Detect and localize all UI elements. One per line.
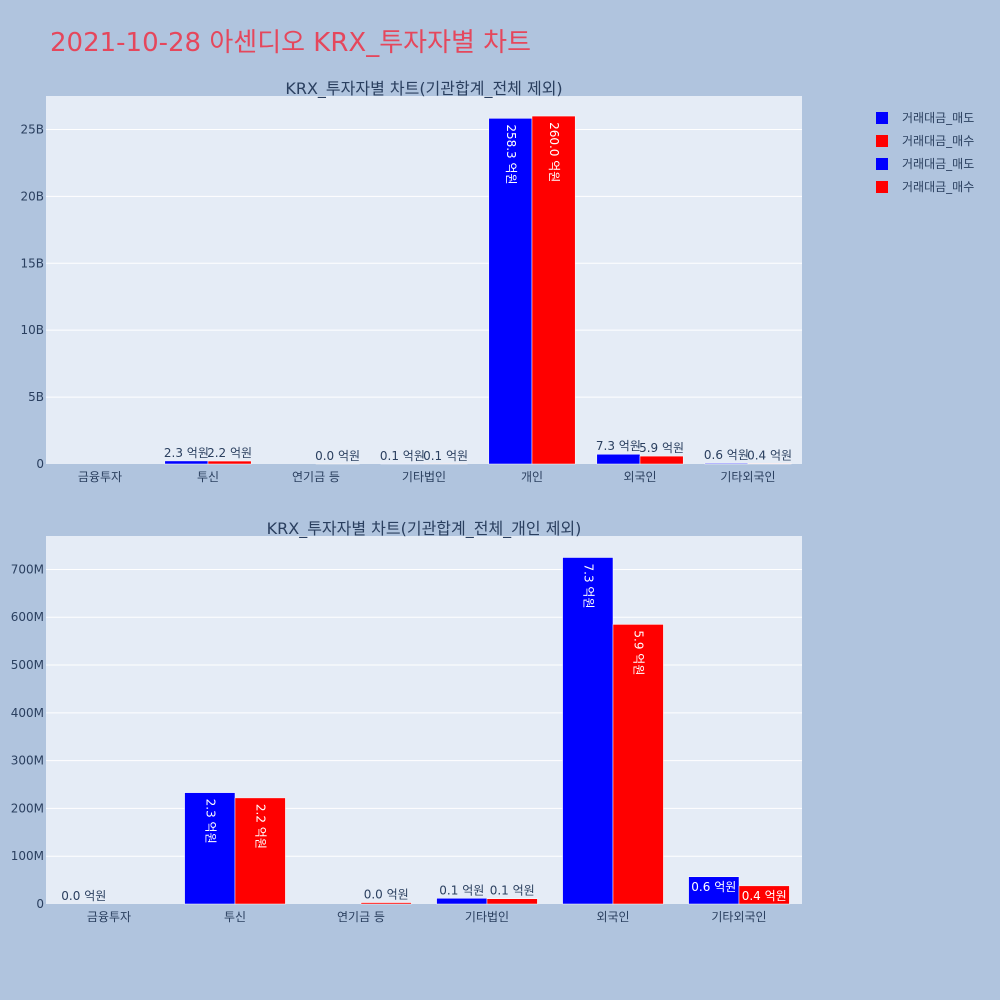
x-tick-label: 연기금 등 bbox=[292, 470, 340, 484]
y-tick-label: 0 bbox=[36, 897, 44, 911]
data-label: 0.0 억원 bbox=[315, 449, 360, 463]
bar bbox=[486, 898, 538, 905]
legend-item-sell-1[interactable]: 거래대금_매도 bbox=[876, 106, 974, 129]
legend-label: 거래대금_매도 bbox=[902, 111, 975, 125]
bar bbox=[207, 460, 252, 465]
legend-item-sell-2[interactable]: 거래대금_매도 bbox=[876, 152, 974, 175]
legend-item-buy-2[interactable]: 거래대금_매수 bbox=[876, 175, 974, 198]
bar bbox=[436, 898, 488, 905]
data-label: 0.1 억원 bbox=[380, 449, 425, 463]
x-tick-label: 기타법인 bbox=[402, 470, 446, 484]
bar bbox=[639, 455, 684, 465]
data-label: 7.3 억원 bbox=[581, 564, 595, 609]
x-tick-label: 기타외국인 bbox=[720, 470, 775, 484]
plot-background bbox=[46, 96, 802, 464]
data-label: 2.2 억원 bbox=[207, 446, 252, 460]
data-label: 0.6 억원 bbox=[691, 880, 736, 894]
data-label: 0.4 억원 bbox=[747, 448, 792, 462]
bar bbox=[738, 885, 790, 905]
y-tick-label: 500M bbox=[11, 658, 44, 672]
y-tick-label: 300M bbox=[11, 754, 44, 768]
legend-swatch bbox=[876, 134, 888, 147]
y-tick-label: 600M bbox=[11, 610, 44, 624]
x-tick-label: 연기금 등 bbox=[337, 910, 385, 924]
data-label: 0.1 억원 bbox=[490, 884, 535, 898]
data-label: 0.0 억원 bbox=[364, 888, 409, 902]
y-tick-label: 100M bbox=[11, 849, 44, 863]
y-tick-label: 200M bbox=[11, 801, 44, 815]
x-tick-label: 기타법인 bbox=[465, 910, 509, 924]
x-tick-label: 기타외국인 bbox=[711, 910, 766, 924]
legend-swatch bbox=[876, 111, 888, 124]
legend-label: 거래대금_매수 bbox=[902, 180, 975, 194]
data-label: 260.0 억원 bbox=[547, 122, 561, 182]
legend-label: 거래대금_매도 bbox=[902, 157, 975, 171]
chart-title: KRX_투자자별 차트(기관합계_전체 제외) bbox=[285, 79, 562, 99]
legend-swatch bbox=[876, 157, 888, 170]
bar bbox=[747, 463, 792, 465]
legend[interactable]: 거래대금_매도 거래대금_매수 거래대금_매도 거래대금_매수 bbox=[876, 106, 974, 198]
x-tick-label: 개인 bbox=[521, 470, 543, 484]
top-chart: 0 5B 10B 15B 20B 25B KRX_투자자별 차트(기관합계_전체 제외) 금융… bbox=[20, 79, 802, 484]
y-tick-label: 20B bbox=[20, 189, 44, 203]
data-label: 0.1 억원 bbox=[439, 883, 484, 897]
data-label: 2.3 억원 bbox=[164, 446, 209, 460]
x-tick-label: 외국인 bbox=[596, 910, 629, 924]
data-label: 0.6 억원 bbox=[704, 448, 749, 462]
y-tick-label: 15B bbox=[20, 256, 44, 270]
bar bbox=[562, 557, 614, 905]
x-tick-label: 외국인 bbox=[623, 470, 656, 484]
bar bbox=[234, 797, 286, 905]
data-label: 2.2 억원 bbox=[254, 804, 268, 849]
bar bbox=[531, 115, 576, 465]
y-tick-label: 5B bbox=[28, 390, 44, 404]
page-title: 2021-10-28 아센디오 KRX_투자자별 차트 bbox=[50, 28, 532, 58]
data-label: 5.9 억원 bbox=[632, 630, 646, 675]
plot-background bbox=[46, 536, 802, 904]
data-label: 2.3 억원 bbox=[203, 799, 217, 844]
chart-title: KRX_투자자별 차트(기관합계_전체_개인 제외) bbox=[267, 519, 582, 539]
y-tick-label: 0 bbox=[36, 457, 44, 471]
data-label: 0.1 억원 bbox=[423, 449, 468, 463]
data-label: 7.3 억원 bbox=[596, 439, 641, 453]
y-tick-label: 400M bbox=[11, 706, 44, 720]
legend-swatch bbox=[876, 180, 888, 193]
legend-label: 거래대금_매수 bbox=[902, 134, 975, 148]
bar bbox=[488, 118, 533, 465]
x-tick-label: 금융투자 bbox=[78, 470, 122, 484]
bar bbox=[688, 876, 740, 905]
data-label: 0.4 억원 bbox=[742, 889, 787, 903]
x-tick-label: 투신 bbox=[197, 470, 219, 484]
bar bbox=[184, 792, 236, 905]
y-tick-label: 25B bbox=[20, 122, 44, 136]
y-tick-label: 10B bbox=[20, 323, 44, 337]
y-tick-label: 700M bbox=[11, 562, 44, 576]
x-tick-label: 투신 bbox=[224, 910, 246, 924]
data-label: 0.0 억원 bbox=[61, 889, 106, 903]
data-label: 5.9 억원 bbox=[639, 441, 684, 455]
data-label: 258.3 억원 bbox=[504, 124, 518, 184]
legend-item-buy-1[interactable]: 거래대금_매수 bbox=[876, 129, 974, 152]
bar bbox=[360, 902, 412, 905]
x-tick-label: 금융투자 bbox=[87, 910, 131, 924]
bar bbox=[612, 624, 664, 905]
